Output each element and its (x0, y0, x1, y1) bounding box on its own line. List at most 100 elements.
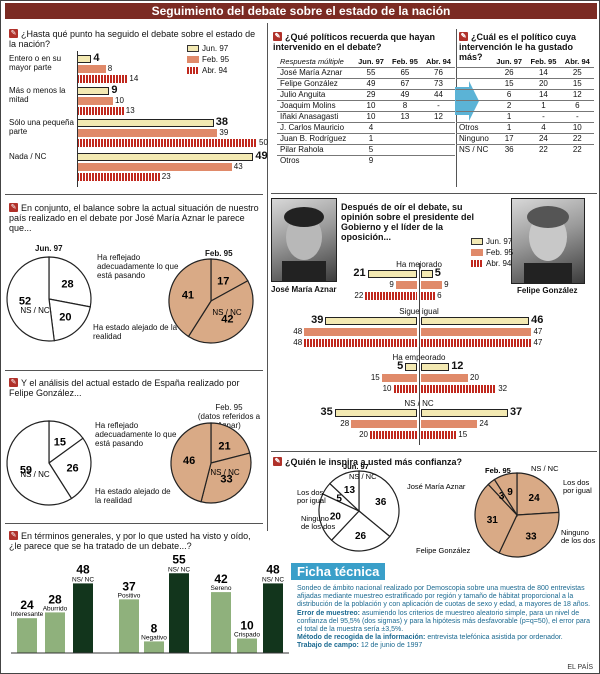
pie-value-label: 17 (217, 275, 229, 287)
pie-slice (6, 420, 73, 506)
table-row: Otros 9 (277, 154, 455, 166)
q7-value-label: 15 (458, 430, 468, 439)
q7-value-label: 5 (434, 267, 441, 279)
q7-bar-gonzalez (421, 339, 532, 347)
table-cell: Juan B. Rodríguez (277, 132, 355, 144)
table-cell: 1 (492, 121, 527, 133)
pie-value-label: 52 (19, 296, 31, 308)
table-cell: 22 (526, 143, 561, 155)
q6-bar (211, 592, 231, 653)
q7-value-label: 47 (533, 338, 543, 347)
q7-bar-gonzalez (421, 328, 532, 336)
table-cell: 1 (526, 99, 561, 111)
q7-bar-aznar (381, 374, 417, 382)
table-cell: Felipe González (277, 77, 355, 89)
pie-slice (498, 511, 560, 558)
table-cell: 65 (387, 66, 422, 78)
q7-bar-gonzalez (421, 385, 497, 393)
q7-bar-aznar (304, 328, 417, 336)
pie-value-label: 46 (183, 455, 195, 467)
q6-value-label: 48 (266, 562, 280, 576)
q7-bar-gonzalez (421, 431, 457, 439)
q6-value-label: 55 (172, 553, 186, 566)
pie-slice (328, 470, 360, 513)
table-cell: Otros (277, 154, 355, 166)
q1-category-label: Más o menos la mitad (9, 86, 66, 104)
ficha-text: Sondeo de ámbito nacional realizado por … (297, 585, 591, 650)
table-cell: NS / NC (456, 143, 492, 155)
q1-bar (77, 97, 113, 105)
pie-value-label: 59 (20, 465, 32, 477)
table-row: Pilar Rahola 5 (277, 143, 455, 155)
q7-bar-aznar (405, 363, 417, 371)
table-cell: 25 (560, 66, 594, 78)
table-cell (387, 132, 422, 144)
q6-bar (169, 573, 189, 653)
pie-value-label: 26 (66, 462, 78, 474)
table-row: Otros 1 4 10 (456, 121, 594, 133)
portrait-icon (282, 207, 326, 281)
table-header-row: Respuesta múltiple Jun. 97 Feb. 95 Abr. 94 (277, 56, 455, 67)
table-row: José María Aznar 55 65 76 (277, 66, 455, 78)
q8-label: Los dos (297, 488, 324, 497)
table-cell: 10 (354, 110, 388, 122)
q7-bar-gonzalez (421, 292, 436, 300)
table-cell (456, 99, 492, 111)
q7-value-label: 28 (340, 419, 350, 428)
pie-slice (48, 256, 92, 308)
q1-category-label: Entero o en su mayor parte (9, 54, 62, 72)
q1-value-label: 8 (107, 64, 113, 73)
q7-bar-aznar (334, 409, 417, 417)
table-cell: 4 (354, 121, 388, 133)
q7-bar-gonzalez (421, 409, 508, 417)
q1-bar (77, 163, 232, 171)
table-cell (421, 143, 455, 155)
question-marker-icon: ✎ (9, 203, 18, 212)
q7-value-label: 5 (397, 360, 404, 372)
q7-bar-aznar (365, 292, 417, 300)
table-cell (421, 154, 455, 166)
question-marker-icon: ✎ (273, 457, 282, 466)
pie-slice (516, 472, 560, 516)
table-row: Felipe González 49 67 73 (277, 77, 455, 89)
gonzalez-photo (511, 198, 585, 284)
q7-value-label: 46 (531, 314, 544, 326)
q7-value-label: 21 (353, 267, 366, 279)
divider (5, 523, 263, 524)
q8-label: NS / NC (349, 472, 377, 481)
table-cell: 12 (421, 110, 455, 122)
table-cell: - (526, 110, 561, 122)
pie-slice (358, 470, 400, 538)
pie-value-label: 24 (529, 493, 541, 504)
q1-category-label: Sólo una pequeña parte (9, 118, 74, 136)
table-cell (456, 110, 492, 122)
q8-label: Felipe González (416, 546, 470, 555)
table-cell: 15 (492, 77, 527, 89)
q7-bar-aznar (351, 420, 417, 428)
q6-bar (73, 583, 93, 653)
ficha-title: Ficha técnica (291, 563, 386, 580)
legend-feb: Feb. 95 (471, 247, 513, 258)
gonzalez-caption: Felipe González (517, 286, 578, 295)
pie-slice (6, 256, 55, 342)
q2-question: ✎ ¿Qué políticos recuerda que hayan inter… (273, 32, 436, 52)
aznar-caption: José María Aznar (271, 285, 337, 294)
q4-label-reflejado: Ha reflejado adecuadamente lo que está p… (97, 253, 179, 280)
table-row: Joaquim Molins 10 8- (277, 99, 455, 111)
table-cell: 10 (560, 121, 594, 133)
table-cell: 44 (421, 88, 455, 100)
q7-value-label: 6 (437, 291, 442, 300)
table-cell: 4 (526, 121, 561, 133)
q1-bar (77, 153, 254, 161)
q8-label: por igual (297, 496, 326, 505)
table-cell: 49 (354, 77, 388, 89)
q1-legend: Jun. 97 Feb. 95 Abr. 94 (187, 43, 229, 76)
q5-question: ✎ Y el análisis del actual estado de Espa… (9, 378, 240, 398)
q1-bar (77, 75, 128, 83)
q6-value-label: 37 (122, 579, 136, 593)
q6-bar (237, 638, 257, 653)
table-cell: 1 (354, 132, 388, 144)
divider (5, 370, 263, 371)
table-cell: 9 (354, 154, 388, 166)
page-title: Seguimiento del debate sobre el estado d… (5, 3, 597, 19)
